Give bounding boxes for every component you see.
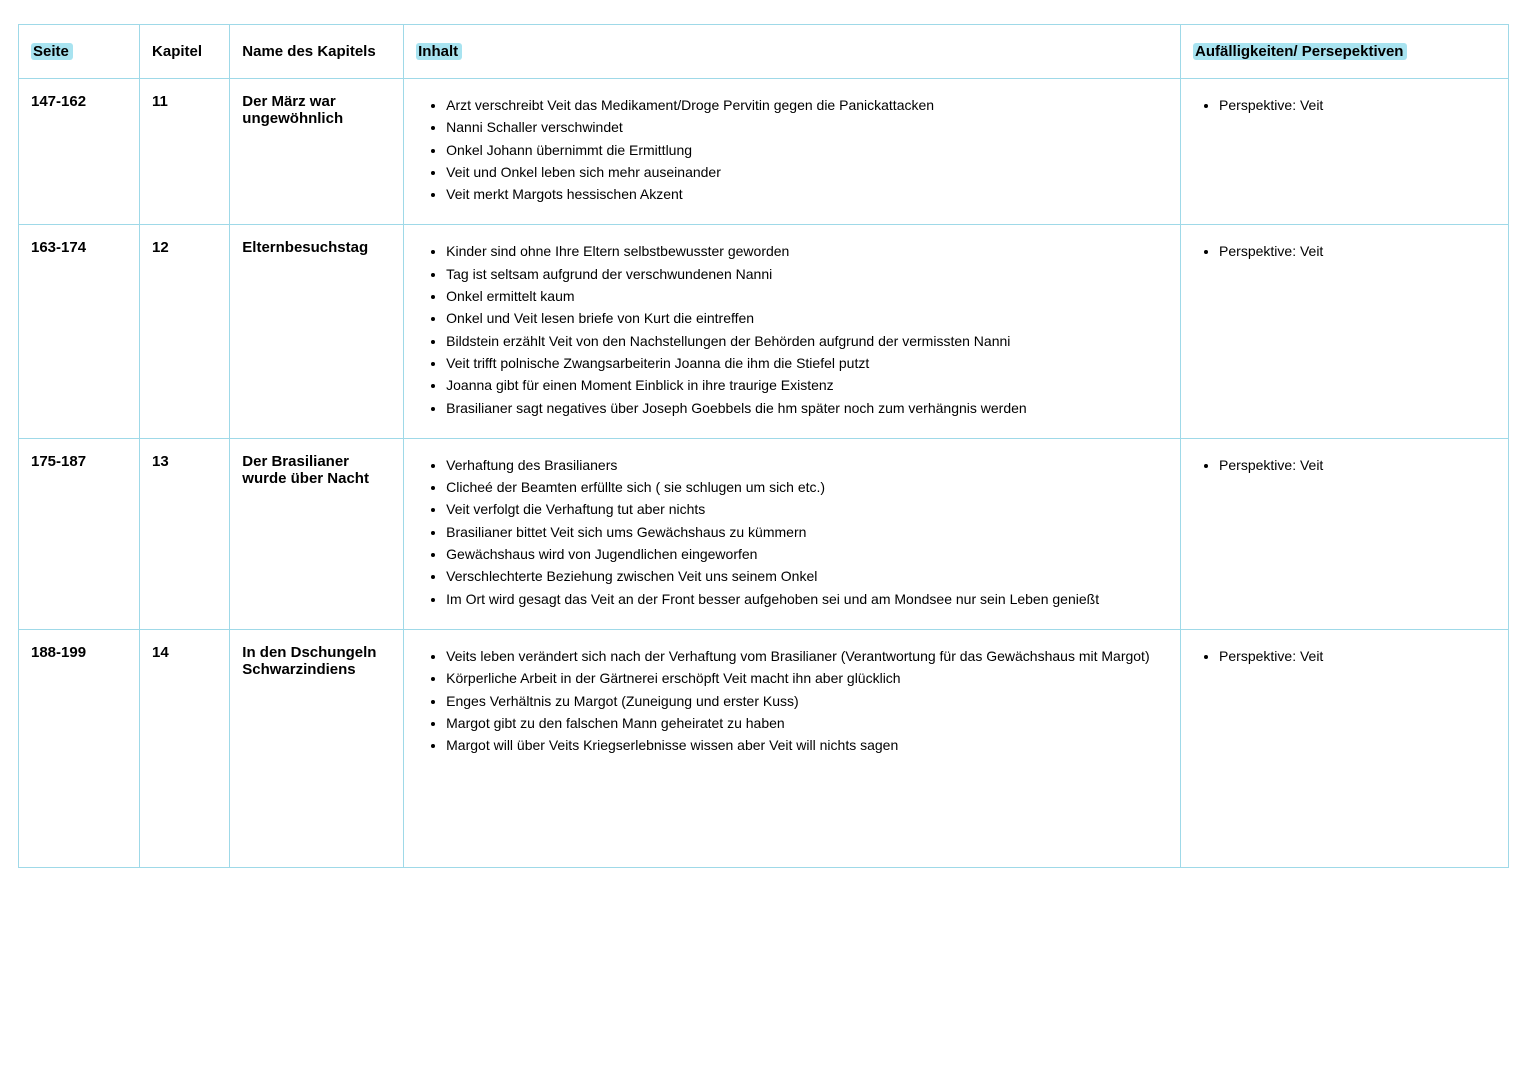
list-item: Perspektive: Veit bbox=[1219, 95, 1496, 115]
table-row: 163-17412Elternbesuchstag Kinder sind ohn… bbox=[19, 225, 1509, 438]
list-item: Kinder sind ohne Ihre Eltern selbstbewus… bbox=[446, 241, 1168, 261]
list-item: Veit trifft polnische Zwangsarbeiterin J… bbox=[446, 353, 1168, 373]
header-label: Aufälligkeiten/ Persepektiven bbox=[1193, 43, 1407, 60]
col-header-kapitel: Kapitel bbox=[140, 25, 230, 79]
cell-kapitel: 14 bbox=[140, 629, 230, 867]
table-row: 147-16211Der März war ungewöhnlich Arzt v… bbox=[19, 79, 1509, 225]
cell-seite: 163-174 bbox=[19, 225, 140, 438]
cell-kapitel: 11 bbox=[140, 79, 230, 225]
inhalt-list: Arzt verschreibt Veit das Medikament/Dro… bbox=[416, 95, 1168, 204]
list-item: Perspektive: Veit bbox=[1219, 646, 1496, 666]
header-label: Inhalt bbox=[416, 43, 462, 60]
list-item: Veits leben verändert sich nach der Verh… bbox=[446, 646, 1168, 666]
list-item: Veit merkt Margots hessischen Akzent bbox=[446, 184, 1168, 204]
cell-name: Der Brasilianer wurde über Nacht bbox=[230, 438, 404, 629]
cell-inhalt: Arzt verschreibt Veit das Medikament/Dro… bbox=[404, 79, 1181, 225]
cell-inhalt: Kinder sind ohne Ihre Eltern selbstbewus… bbox=[404, 225, 1181, 438]
cell-seite: 147-162 bbox=[19, 79, 140, 225]
inhalt-list: Kinder sind ohne Ihre Eltern selbstbewus… bbox=[416, 241, 1168, 417]
table-header-row: Seite Kapitel Name des Kapitels Inhalt A… bbox=[19, 25, 1509, 79]
header-label: Name des Kapitels bbox=[242, 43, 375, 60]
list-item: Verschlechterte Beziehung zwischen Veit … bbox=[446, 566, 1168, 586]
inhalt-list: Veits leben verändert sich nach der Verh… bbox=[416, 646, 1168, 755]
cell-name: Der März war ungewöhnlich bbox=[230, 79, 404, 225]
cell-inhalt: Veits leben verändert sich nach der Verh… bbox=[404, 629, 1181, 867]
col-header-aufl: Aufälligkeiten/ Persepektiven bbox=[1181, 25, 1509, 79]
table-row: 188-19914In den Dschungeln Schwarzindien… bbox=[19, 629, 1509, 867]
list-item: Bildstein erzählt Veit von den Nachstell… bbox=[446, 331, 1168, 351]
list-item: Enges Verhältnis zu Margot (Zuneigung un… bbox=[446, 691, 1168, 711]
list-item: Gewächshaus wird von Jugendlichen eingew… bbox=[446, 544, 1168, 564]
header-label: Kapitel bbox=[152, 43, 202, 60]
list-item: Margot gibt zu den falschen Mann geheira… bbox=[446, 713, 1168, 733]
list-item: Joanna gibt für einen Moment Einblick in… bbox=[446, 375, 1168, 395]
cell-aufl: Perspektive: Veit bbox=[1181, 79, 1509, 225]
list-item: Onkel Johann übernimmt die Ermittlung bbox=[446, 140, 1168, 160]
list-item: Veit verfolgt die Verhaftung tut aber ni… bbox=[446, 499, 1168, 519]
aufl-list: Perspektive: Veit bbox=[1193, 241, 1496, 261]
list-item: Perspektive: Veit bbox=[1219, 241, 1496, 261]
list-item: Onkel ermittelt kaum bbox=[446, 286, 1168, 306]
list-item: Margot will über Veits Kriegserlebnisse … bbox=[446, 735, 1168, 755]
cell-seite: 175-187 bbox=[19, 438, 140, 629]
list-item: Arzt verschreibt Veit das Medikament/Dro… bbox=[446, 95, 1168, 115]
inhalt-list: Verhaftung des BrasilianersClicheé der B… bbox=[416, 455, 1168, 609]
list-item: Körperliche Arbeit in der Gärtnerei ersc… bbox=[446, 668, 1168, 688]
list-item: Verhaftung des Brasilianers bbox=[446, 455, 1168, 475]
list-item: Brasilianer sagt negatives über Joseph G… bbox=[446, 398, 1168, 418]
col-header-seite: Seite bbox=[19, 25, 140, 79]
cell-aufl: Perspektive: Veit bbox=[1181, 438, 1509, 629]
list-item: Tag ist seltsam aufgrund der verschwunde… bbox=[446, 264, 1168, 284]
cell-kapitel: 13 bbox=[140, 438, 230, 629]
chapter-summary-table: Seite Kapitel Name des Kapitels Inhalt A… bbox=[18, 24, 1509, 868]
cell-aufl: Perspektive: Veit bbox=[1181, 225, 1509, 438]
table-row: 175-18713Der Brasilianer wurde über Nach… bbox=[19, 438, 1509, 629]
cell-inhalt: Verhaftung des BrasilianersClicheé der B… bbox=[404, 438, 1181, 629]
aufl-list: Perspektive: Veit bbox=[1193, 455, 1496, 475]
col-header-name: Name des Kapitels bbox=[230, 25, 404, 79]
list-item: Onkel und Veit lesen briefe von Kurt die… bbox=[446, 308, 1168, 328]
list-item: Brasilianer bittet Veit sich ums Gewächs… bbox=[446, 522, 1168, 542]
cell-kapitel: 12 bbox=[140, 225, 230, 438]
list-item: Nanni Schaller verschwindet bbox=[446, 117, 1168, 137]
aufl-list: Perspektive: Veit bbox=[1193, 646, 1496, 666]
aufl-list: Perspektive: Veit bbox=[1193, 95, 1496, 115]
list-item: Im Ort wird gesagt das Veit an der Front… bbox=[446, 589, 1168, 609]
list-item: Veit und Onkel leben sich mehr auseinand… bbox=[446, 162, 1168, 182]
cell-name: Elternbesuchstag bbox=[230, 225, 404, 438]
col-header-inhalt: Inhalt bbox=[404, 25, 1181, 79]
list-item: Perspektive: Veit bbox=[1219, 455, 1496, 475]
cell-name: In den Dschungeln Schwarzindiens bbox=[230, 629, 404, 867]
list-item: Clicheé der Beamten erfüllte sich ( sie … bbox=[446, 477, 1168, 497]
table-body: 147-16211Der März war ungewöhnlich Arzt v… bbox=[19, 79, 1509, 868]
cell-aufl: Perspektive: Veit bbox=[1181, 629, 1509, 867]
header-label: Seite bbox=[31, 43, 73, 60]
cell-seite: 188-199 bbox=[19, 629, 140, 867]
